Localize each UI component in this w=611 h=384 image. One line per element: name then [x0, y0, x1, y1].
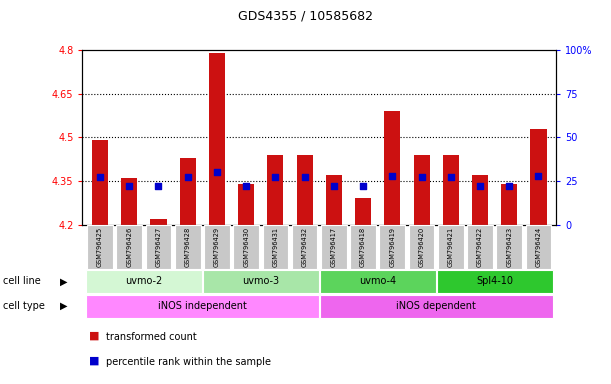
Text: GSM796432: GSM796432 [302, 227, 307, 267]
Bar [203, 270, 319, 293]
Bar [87, 225, 113, 269]
Bar [321, 225, 346, 269]
Bar [233, 225, 259, 269]
Text: ▶: ▶ [60, 301, 67, 311]
Bar [296, 155, 313, 225]
Point [183, 174, 192, 180]
Text: Spl4-10: Spl4-10 [476, 276, 513, 286]
Point [271, 174, 280, 180]
Bar [350, 225, 376, 269]
Bar [145, 225, 171, 269]
Text: GSM796422: GSM796422 [477, 227, 483, 267]
Bar [501, 184, 518, 225]
Text: GSM796428: GSM796428 [185, 227, 191, 267]
Bar [92, 140, 108, 225]
Point [387, 173, 397, 179]
Text: cell line: cell line [3, 276, 41, 286]
Bar [525, 225, 551, 269]
Text: GSM796430: GSM796430 [243, 227, 249, 267]
Text: GSM796424: GSM796424 [535, 227, 541, 267]
Bar [414, 155, 430, 225]
Point [95, 174, 105, 180]
Text: transformed count: transformed count [106, 332, 197, 342]
Point [241, 183, 251, 189]
Bar [238, 184, 254, 225]
Bar [268, 155, 284, 225]
Text: iNOS independent: iNOS independent [158, 301, 247, 311]
Bar [320, 295, 552, 318]
Text: GSM796418: GSM796418 [360, 227, 366, 267]
Text: ▶: ▶ [60, 276, 67, 286]
Bar [438, 225, 464, 269]
Bar [320, 270, 436, 293]
Text: GSM796426: GSM796426 [126, 227, 132, 267]
Bar [86, 295, 319, 318]
Text: GSM796429: GSM796429 [214, 227, 220, 267]
Point [475, 183, 485, 189]
Bar [379, 225, 405, 269]
Text: GSM796420: GSM796420 [419, 227, 425, 267]
Text: GSM796421: GSM796421 [448, 227, 454, 267]
Bar [175, 225, 200, 269]
Bar [86, 270, 202, 293]
Text: uvmo-3: uvmo-3 [242, 276, 279, 286]
Bar [409, 225, 434, 269]
Bar [209, 53, 225, 225]
Text: GSM796423: GSM796423 [507, 227, 512, 267]
Text: ■: ■ [89, 330, 99, 340]
Text: ■: ■ [89, 355, 99, 365]
Point [417, 174, 426, 180]
Bar [150, 219, 167, 225]
Bar [496, 225, 522, 269]
Bar [530, 129, 546, 225]
Text: GSM796419: GSM796419 [389, 227, 395, 267]
Point [533, 173, 543, 179]
Text: GSM796425: GSM796425 [97, 227, 103, 267]
Text: uvmo-2: uvmo-2 [125, 276, 163, 286]
Bar [180, 158, 196, 225]
Bar [472, 175, 488, 225]
Point [504, 183, 514, 189]
Point [446, 174, 456, 180]
Point [358, 183, 368, 189]
Point [125, 183, 134, 189]
Bar [384, 111, 400, 225]
Point [212, 169, 222, 175]
Bar [437, 270, 552, 293]
Text: iNOS dependent: iNOS dependent [396, 301, 476, 311]
Bar [204, 225, 230, 269]
Point [329, 183, 338, 189]
Text: uvmo-4: uvmo-4 [359, 276, 397, 286]
Bar [467, 225, 493, 269]
Bar [292, 225, 318, 269]
Bar [355, 199, 371, 225]
Point [153, 183, 163, 189]
Point [300, 174, 310, 180]
Bar [116, 225, 142, 269]
Text: cell type: cell type [3, 301, 45, 311]
Bar [443, 155, 459, 225]
Bar [121, 178, 137, 225]
Bar [326, 175, 342, 225]
Text: GSM796431: GSM796431 [273, 227, 279, 267]
Text: GSM796427: GSM796427 [155, 227, 161, 267]
Text: GSM796417: GSM796417 [331, 227, 337, 267]
Text: GDS4355 / 10585682: GDS4355 / 10585682 [238, 10, 373, 23]
Text: percentile rank within the sample: percentile rank within the sample [106, 357, 271, 367]
Bar [263, 225, 288, 269]
